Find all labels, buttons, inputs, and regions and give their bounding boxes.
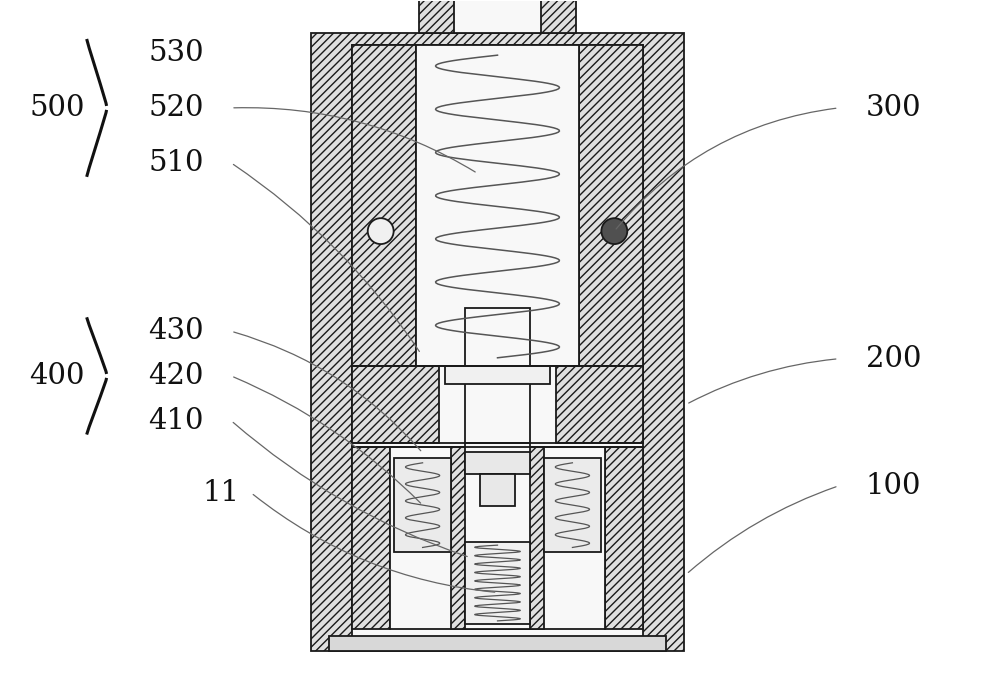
Bar: [352, 366, 439, 443]
Bar: [394, 458, 451, 553]
Bar: [445, 366, 550, 384]
Text: 530: 530: [148, 39, 204, 67]
Bar: [465, 443, 530, 629]
Text: 400: 400: [29, 362, 85, 390]
Text: 500: 500: [29, 94, 85, 122]
Bar: [329, 635, 666, 651]
Bar: [605, 447, 643, 629]
Bar: [544, 458, 601, 553]
Bar: [311, 33, 684, 651]
Bar: [465, 452, 530, 474]
Text: 11: 11: [203, 479, 240, 506]
Bar: [465, 308, 530, 443]
Bar: [579, 46, 643, 366]
Bar: [390, 447, 605, 629]
Bar: [416, 46, 579, 366]
Circle shape: [368, 218, 394, 244]
Bar: [352, 46, 643, 639]
Circle shape: [601, 218, 627, 244]
Text: 520: 520: [149, 94, 204, 122]
Text: 100: 100: [866, 472, 921, 500]
Bar: [465, 542, 530, 624]
Text: 420: 420: [149, 362, 204, 390]
Text: 300: 300: [866, 94, 921, 122]
Bar: [419, 0, 576, 33]
Text: 510: 510: [149, 149, 204, 177]
Bar: [454, 0, 541, 33]
Bar: [451, 447, 544, 629]
Text: 410: 410: [149, 406, 204, 435]
Bar: [480, 474, 515, 506]
Bar: [352, 447, 390, 629]
Text: 430: 430: [148, 317, 204, 345]
Text: 200: 200: [866, 345, 921, 373]
Bar: [352, 46, 416, 366]
Bar: [556, 366, 643, 443]
